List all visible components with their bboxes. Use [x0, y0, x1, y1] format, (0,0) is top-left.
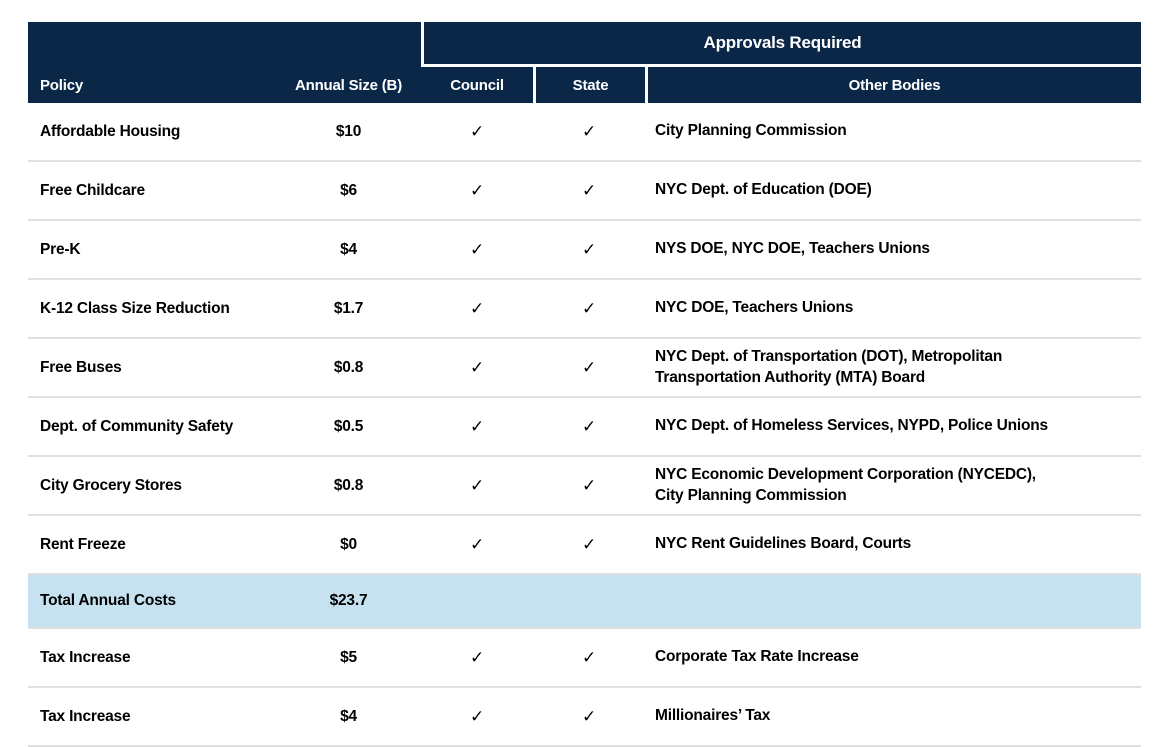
- annual-size-cell: $6: [276, 162, 421, 221]
- header-spacer: [28, 22, 421, 67]
- annual-size-cell: $0.5: [276, 398, 421, 457]
- annual-size-cell: $5: [276, 629, 421, 688]
- other-bodies-cell: NYS DOE, NYC DOE, Teachers Unions: [645, 221, 1142, 280]
- state-check-cell: ✓: [533, 688, 645, 747]
- table-row: City Grocery Stores $0.8 ✓ ✓ NYC Economic De…: [28, 457, 1142, 516]
- table-row: Rent Freeze $0 ✓ ✓ NYC Rent Guidelines Board…: [28, 516, 1142, 575]
- approvals-required-header: Approvals Required: [421, 22, 1142, 67]
- policy-column-header: Policy: [28, 67, 276, 103]
- annual-size-cell: $4: [276, 688, 421, 747]
- state-column-header: State: [533, 67, 645, 103]
- table-row: K-12 Class Size Reduction $1.7 ✓ ✓ NYC DOE, …: [28, 280, 1142, 339]
- annual-size-cell: $23.7: [276, 575, 421, 629]
- state-check-cell: [533, 575, 645, 629]
- other-bodies-cell: NYC Dept. of Transportation (DOT), Metro…: [645, 339, 1142, 398]
- policy-cell: Tax Increase: [28, 688, 276, 747]
- council-check-cell: ✓: [421, 516, 533, 575]
- council-column-header: Council: [421, 67, 533, 103]
- policy-cell: Tax Increase: [28, 629, 276, 688]
- other-bodies-cell: NYC Economic Development Corporation (NY…: [645, 457, 1142, 516]
- table-row: Pre-K $4 ✓ ✓ NYS DOE, NYC DOE, Teachers Unio…: [28, 221, 1142, 280]
- council-check-cell: ✓: [421, 339, 533, 398]
- column-header-row: Policy Annual Size (B) Council State Oth…: [28, 67, 1142, 103]
- annual-size-cell: $0.8: [276, 339, 421, 398]
- policy-cell: K-12 Class Size Reduction: [28, 280, 276, 339]
- table-row: Free Buses $0.8 ✓ ✓ NYC Dept. of Transportat…: [28, 339, 1142, 398]
- policy-cell: Free Childcare: [28, 162, 276, 221]
- annual-size-cell: $0.8: [276, 457, 421, 516]
- council-check-cell: ✓: [421, 398, 533, 457]
- header-group-row: Approvals Required: [28, 22, 1142, 67]
- policy-cell: City Grocery Stores: [28, 457, 276, 516]
- other-bodies-cell: City Planning Commission: [645, 103, 1142, 162]
- other-bodies-cell: Corporate Tax Rate Increase: [645, 629, 1142, 688]
- other-bodies-cell: Millionaires’ Tax: [645, 688, 1142, 747]
- state-check-cell: ✓: [533, 221, 645, 280]
- other-bodies-cell: NYC Dept. of Homeless Services, NYPD, Po…: [645, 398, 1142, 457]
- council-check-cell: ✓: [421, 103, 533, 162]
- state-check-cell: ✓: [533, 516, 645, 575]
- table-row: Dept. of Community Safety $0.5 ✓ ✓ NYC Dept.…: [28, 398, 1142, 457]
- table-body: Affordable Housing $10 ✓ ✓ City Planning Com…: [28, 103, 1142, 747]
- table-row: Free Childcare $6 ✓ ✓ NYC Dept. of Education…: [28, 162, 1142, 221]
- total-row: Total Annual Costs $23.7: [28, 575, 1142, 629]
- state-check-cell: ✓: [533, 280, 645, 339]
- table-header: Approvals Required Policy Annual Size (B…: [28, 22, 1142, 103]
- annual-size-cell: $0: [276, 516, 421, 575]
- state-check-cell: ✓: [533, 103, 645, 162]
- council-check-cell: ✓: [421, 629, 533, 688]
- other-bodies-cell: NYC Rent Guidelines Board, Courts: [645, 516, 1142, 575]
- annual-size-cell: $1.7: [276, 280, 421, 339]
- other-bodies-cell: NYC DOE, Teachers Unions: [645, 280, 1142, 339]
- policy-cell: Rent Freeze: [28, 516, 276, 575]
- state-check-cell: ✓: [533, 162, 645, 221]
- state-check-cell: ✓: [533, 398, 645, 457]
- policy-cell: Total Annual Costs: [28, 575, 276, 629]
- council-check-cell: ✓: [421, 221, 533, 280]
- council-check-cell: ✓: [421, 162, 533, 221]
- state-check-cell: ✓: [533, 457, 645, 516]
- table-row: Tax Increase $5 ✓ ✓ Corporate Tax Rate Incre…: [28, 629, 1142, 688]
- state-check-cell: ✓: [533, 339, 645, 398]
- policy-cell: Pre-K: [28, 221, 276, 280]
- policy-cell: Free Buses: [28, 339, 276, 398]
- table-row: Tax Increase $4 ✓ ✓ Millionaires’ Tax: [28, 688, 1142, 747]
- council-check-cell: ✓: [421, 688, 533, 747]
- annual-size-column-header: Annual Size (B): [276, 67, 421, 103]
- annual-size-cell: $4: [276, 221, 421, 280]
- table-row: Affordable Housing $10 ✓ ✓ City Planning Com…: [28, 103, 1142, 162]
- council-check-cell: ✓: [421, 457, 533, 516]
- policy-cell: Dept. of Community Safety: [28, 398, 276, 457]
- other-bodies-column-header: Other Bodies: [645, 67, 1142, 103]
- council-check-cell: ✓: [421, 280, 533, 339]
- state-check-cell: ✓: [533, 629, 645, 688]
- policy-cell: Affordable Housing: [28, 103, 276, 162]
- policy-approvals-table: Approvals Required Policy Annual Size (B…: [28, 22, 1142, 747]
- other-bodies-cell: NYC Dept. of Education (DOE): [645, 162, 1142, 221]
- other-bodies-cell: [645, 575, 1142, 629]
- council-check-cell: [421, 575, 533, 629]
- annual-size-cell: $10: [276, 103, 421, 162]
